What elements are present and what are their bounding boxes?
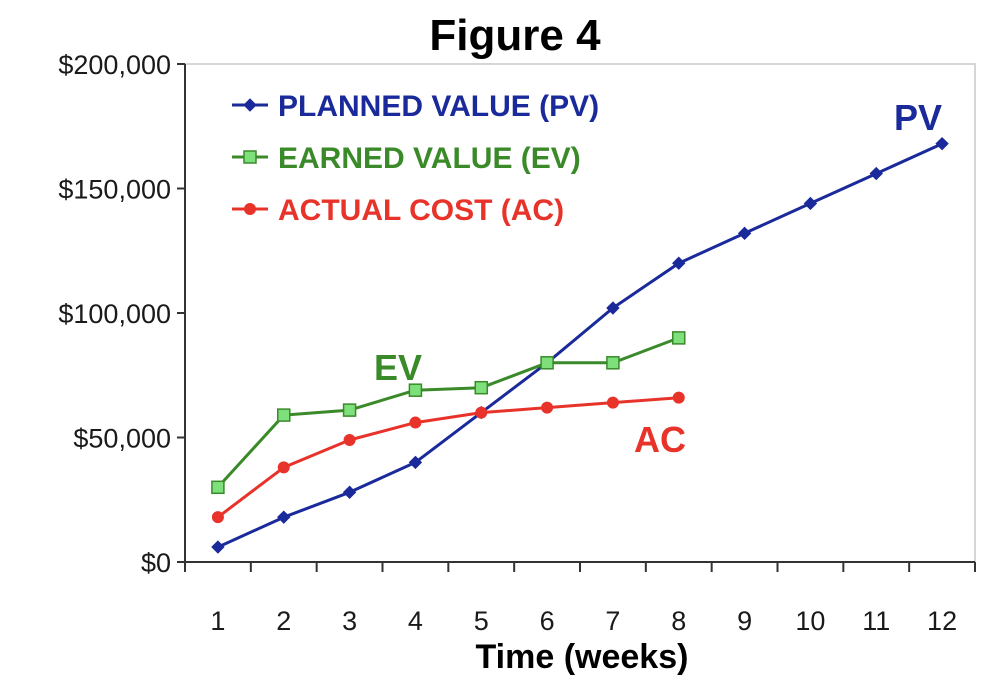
legend: PLANNED VALUE (PV) EARNED VALUE (EV) ACTUA… xyxy=(232,90,599,227)
ac-point xyxy=(672,391,685,404)
pv-point xyxy=(211,540,225,554)
x-tick-label: 8 xyxy=(671,606,686,636)
ac-point xyxy=(475,406,488,419)
ev-point xyxy=(672,331,686,345)
legend-marker xyxy=(244,203,256,215)
annotations: PV EV AC xyxy=(374,97,942,460)
x-tick-label: 1 xyxy=(210,606,225,636)
y-tick-label: $100,000 xyxy=(58,299,171,329)
pv-point xyxy=(342,485,357,499)
ac-point xyxy=(606,396,619,409)
ac-series xyxy=(211,391,685,524)
pv-point xyxy=(803,196,818,211)
legend-marker xyxy=(243,98,257,112)
ac-point xyxy=(277,461,290,474)
annotation-ev: EV xyxy=(374,347,422,388)
ev-point xyxy=(408,383,423,397)
ev-point xyxy=(342,403,357,417)
x-tick-label: 9 xyxy=(737,606,752,636)
ev-point xyxy=(540,356,554,370)
pv-line xyxy=(217,142,943,549)
legend-label: EARNED VALUE (EV) xyxy=(278,142,581,175)
legend-label: ACTUAL COST (AC) xyxy=(278,194,564,227)
ev-series xyxy=(211,331,686,495)
x-axis-label: Time (weeks) xyxy=(476,638,689,676)
ev-line xyxy=(216,336,680,489)
annotation-pv: PV xyxy=(894,97,942,138)
series-layer xyxy=(211,136,949,554)
x-tick-label: 7 xyxy=(605,606,620,636)
legend-label: PLANNED VALUE (PV) xyxy=(278,90,599,123)
ac-point xyxy=(211,511,224,524)
ac-point xyxy=(343,433,356,446)
y-tick-label: $50,000 xyxy=(73,424,171,454)
x-tick-label: 6 xyxy=(540,606,555,636)
pv-point xyxy=(277,510,291,524)
pv-point xyxy=(869,166,883,181)
legend-entry-ev: EARNED VALUE (EV) xyxy=(232,142,581,175)
x-tick-label: 4 xyxy=(408,606,423,636)
x-tick-label: 10 xyxy=(795,606,825,636)
legend-entry-ac: ACTUAL COST (AC) xyxy=(232,194,564,227)
pv-point xyxy=(935,136,949,151)
y-tick-label: $200,000 xyxy=(58,50,171,80)
pv-point xyxy=(672,256,686,270)
ac-point xyxy=(409,416,422,429)
chart-title: Figure 4 xyxy=(429,11,601,60)
pv-point xyxy=(408,455,423,470)
legend-entry-pv: PLANNED VALUE (PV) xyxy=(232,90,599,123)
plot-frame xyxy=(184,63,976,563)
x-tick-label: 12 xyxy=(927,606,957,636)
x-tick-label: 5 xyxy=(474,606,489,636)
ac-line xyxy=(216,396,679,519)
annotation-ac: AC xyxy=(634,419,686,460)
y-tick-label: $0 xyxy=(141,548,171,578)
x-tick-label: 11 xyxy=(862,606,890,636)
x-tick-label: 3 xyxy=(342,606,357,636)
pv-point xyxy=(606,301,620,315)
x-tick-label: 2 xyxy=(276,606,291,636)
ev-point xyxy=(211,480,225,495)
y-tick-label: $150,000 xyxy=(58,175,171,205)
ac-point xyxy=(541,401,554,414)
ev-point xyxy=(606,356,620,370)
pv-point xyxy=(737,226,752,241)
legend-marker xyxy=(243,150,257,164)
ev-point xyxy=(474,380,488,395)
ev-point xyxy=(277,408,291,422)
plot-area xyxy=(184,63,976,563)
